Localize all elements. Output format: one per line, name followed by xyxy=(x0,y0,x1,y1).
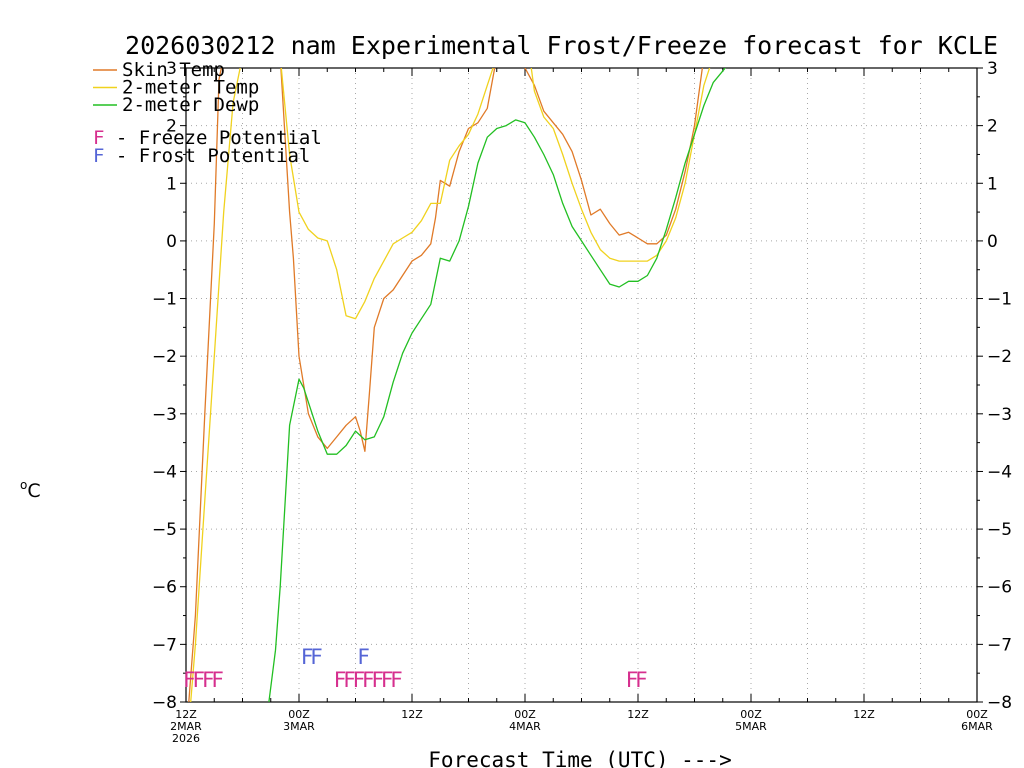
frost-potential-marker: F xyxy=(357,645,370,669)
x-tick-label: 00Z xyxy=(288,708,310,721)
legend-text: - Frost Potential xyxy=(104,145,310,167)
y-tick-label-right: 2 xyxy=(987,117,998,137)
y-axis-label: oC xyxy=(20,478,41,502)
y-tick-label-right: −2 xyxy=(987,347,1012,367)
series-line-2-meter-dewp xyxy=(268,68,727,702)
x-axis-label: Forecast Time (UTC) ---> xyxy=(428,748,731,768)
y-tick-label-left: −3 xyxy=(152,405,177,425)
x-tick-label: 4MAR xyxy=(509,720,541,733)
y-tick-label-left: 2 xyxy=(166,117,177,137)
x-tick-label: 2026 xyxy=(172,732,200,745)
y-tick-label-right: −8 xyxy=(987,693,1012,713)
y-tick-label-right: −1 xyxy=(987,290,1012,310)
x-tick-label: 12Z xyxy=(175,708,197,721)
freeze-potential-marker: F xyxy=(362,668,375,692)
y-tick-label-right: −5 xyxy=(987,520,1012,540)
x-tick-label: 2MAR xyxy=(170,720,202,733)
y-tick-label-right: 0 xyxy=(987,232,998,252)
y-tick-label-left: −8 xyxy=(152,693,177,713)
y-tick-label-left: 1 xyxy=(166,174,177,194)
y-tick-label-left: −7 xyxy=(152,635,177,655)
x-tick-label: 12Z xyxy=(853,708,875,721)
chart-title: 2026030212 nam Experimental Frost/Freeze… xyxy=(125,31,998,60)
frost-potential-marker: F xyxy=(310,645,323,669)
legend-frost-potential: F - Frost Potential xyxy=(93,145,310,167)
y-tick-label-left: −2 xyxy=(152,347,177,367)
y-tick-label-right: −3 xyxy=(987,405,1012,425)
legend-symbol: F xyxy=(93,127,104,149)
y-tick-label-right: −4 xyxy=(987,462,1012,482)
x-tick-label: 12Z xyxy=(401,708,423,721)
y-tick-label-right: 1 xyxy=(987,174,998,194)
freeze-potential-marker: F xyxy=(381,668,394,692)
y-tick-label-left: 3 xyxy=(166,59,177,79)
freeze-potential-marker: F xyxy=(353,668,366,692)
x-tick-label: 12Z xyxy=(627,708,649,721)
legend-label-2-meter-temp: 2-meter Temp xyxy=(122,77,259,99)
series-layer xyxy=(188,68,727,702)
x-tick-label: 3MAR xyxy=(283,720,315,733)
y-tick-label-left: −6 xyxy=(152,578,177,598)
y-tick-label-left: 0 xyxy=(166,232,177,252)
freeze-potential-marker: F xyxy=(343,668,356,692)
legend-symbol: F xyxy=(93,145,104,167)
x-tick-label: 5MAR xyxy=(735,720,767,733)
frost-potential-marker: F xyxy=(301,645,314,669)
freeze-potential-marker: F xyxy=(211,668,224,692)
x-tick-label: 00Z xyxy=(966,708,988,721)
y-tick-label-left: −5 xyxy=(152,520,177,540)
freeze-potential-marker: F xyxy=(390,668,403,692)
freeze-potential-marker: F xyxy=(635,668,648,692)
legend-freeze-potential: F - Freeze Potential xyxy=(93,127,322,149)
freeze-potential-marker: F xyxy=(192,668,205,692)
freeze-potential-marker: F xyxy=(626,668,639,692)
x-tick-label: 6MAR xyxy=(961,720,993,733)
series-line-2-meter-temp xyxy=(190,68,711,702)
y-axis-label-degree: o xyxy=(20,478,27,492)
y-tick-label-left: −1 xyxy=(152,290,177,310)
y-tick-label-right: 3 xyxy=(987,59,998,79)
freeze-potential-marker: F xyxy=(334,668,347,692)
y-axis-label-unit: C xyxy=(27,480,40,502)
axis-layer: −8 −8 −7 −7 −6 −6 −5 −5 −4 −4 −3 −3 −2 −2 −1 −1 0 0 1 1 2 2 3 3… xyxy=(152,59,1012,745)
legend-label-skin-temp: Skin Temp xyxy=(122,59,225,81)
y-tick-label-left: −4 xyxy=(152,462,177,482)
x-tick-label: 00Z xyxy=(514,708,536,721)
y-tick-label-right: −7 xyxy=(987,635,1012,655)
freeze-potential-marker: F xyxy=(202,668,215,692)
legend-label-2-meter-dewp: 2-meter Dewp xyxy=(122,94,259,116)
series-line-skin-temp xyxy=(188,68,703,702)
freeze-potential-marker: F xyxy=(183,668,196,692)
y-tick-label-right: −6 xyxy=(987,578,1012,598)
freeze-potential-marker: F xyxy=(371,668,384,692)
legend-text: - Freeze Potential xyxy=(104,127,321,149)
x-tick-label: 00Z xyxy=(740,708,762,721)
